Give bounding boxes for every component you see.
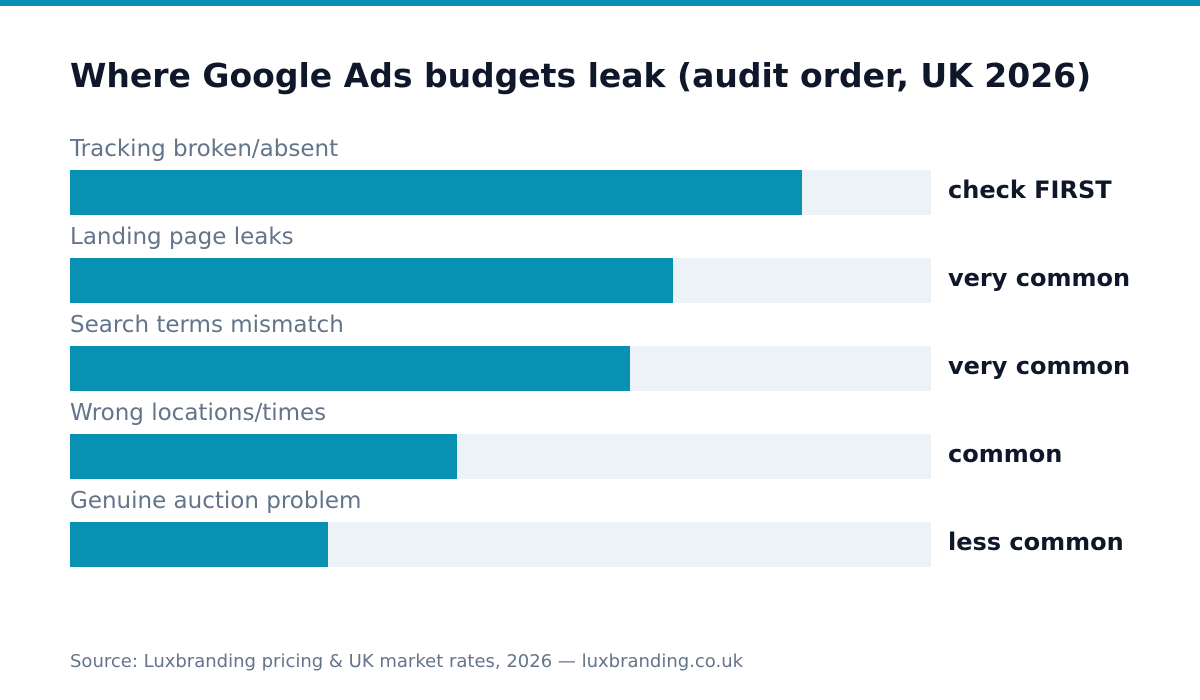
bar [70,170,802,215]
category-label: Landing page leaks [70,224,294,250]
bar-track [70,522,931,567]
bar-track [70,434,931,479]
category-label: Genuine auction problem [70,488,362,514]
bar-value-label: check FIRST [948,176,1112,204]
bar [70,346,630,391]
bar [70,522,328,567]
category-label: Tracking broken/absent [70,136,339,162]
bar-track [70,258,931,303]
top-accent-rule [0,0,1200,6]
bar-value-label: very common [948,264,1131,292]
bar-track [70,170,931,215]
bar-value-label: less common [948,528,1124,556]
source-note: Source: Luxbranding pricing & UK market … [70,651,744,672]
bar [70,258,673,303]
category-label: Wrong locations/times [70,400,327,426]
bar-value-label: common [948,440,1063,468]
chart-title: Where Google Ads budgets leak (audit ord… [70,56,1092,95]
bar [70,434,457,479]
bar-track [70,346,931,391]
bar-value-label: very common [948,352,1131,380]
category-label: Search terms mismatch [70,312,344,338]
